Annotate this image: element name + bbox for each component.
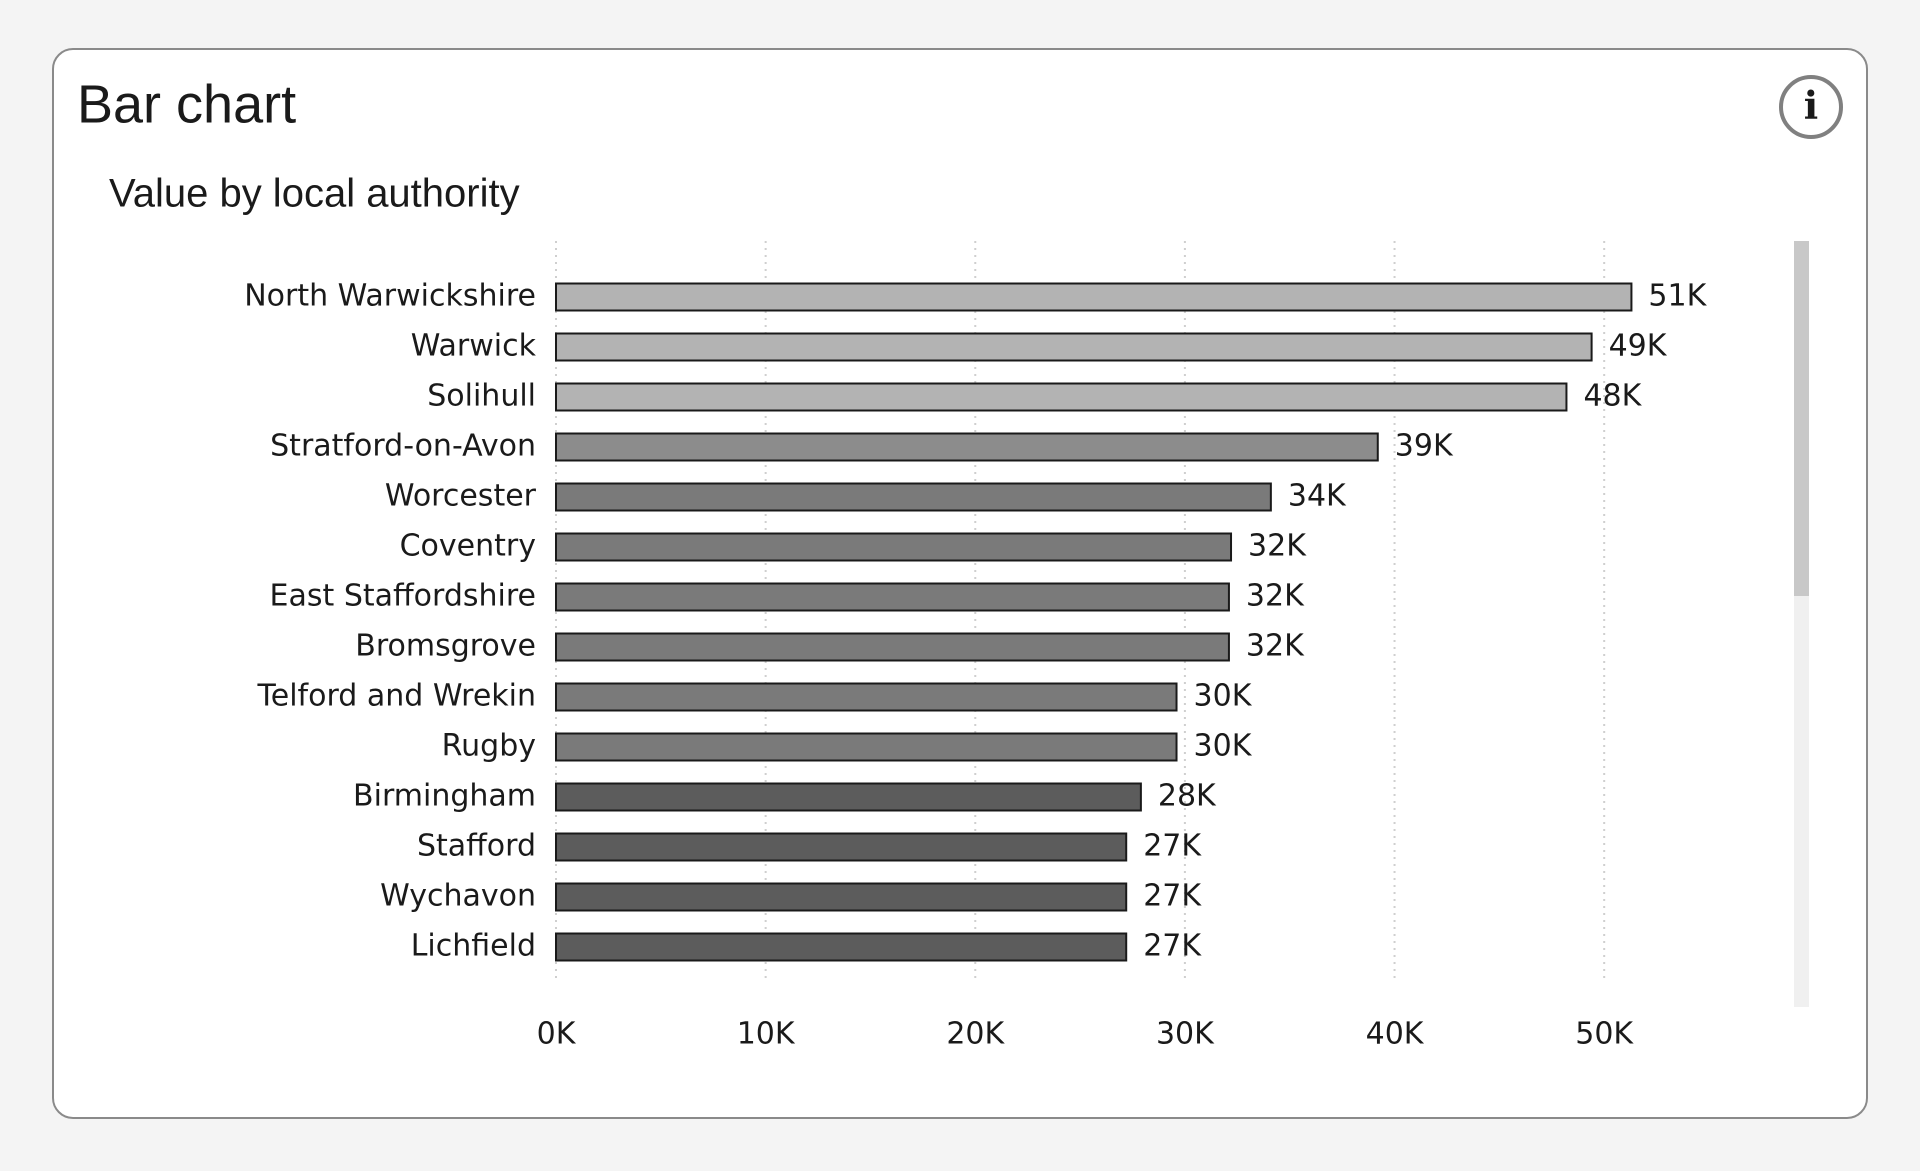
x-tick-label: 20K [946, 1017, 1005, 1052]
value-label: 32K [1248, 529, 1307, 564]
bar [555, 532, 1233, 562]
info-circle[interactable] [1779, 75, 1843, 139]
value-label: 27K [1143, 829, 1202, 864]
bar [555, 882, 1128, 912]
bar [555, 782, 1142, 812]
bar [555, 282, 1633, 312]
value-label: 48K [1583, 379, 1642, 414]
y-tick-label: Birmingham [353, 779, 536, 814]
value-label: 39K [1395, 429, 1454, 464]
bar [555, 432, 1379, 462]
bar [555, 632, 1230, 662]
bar [555, 832, 1128, 862]
value-label: 49K [1609, 329, 1668, 364]
x-tick-label: 0K [537, 1017, 577, 1052]
bar [555, 332, 1593, 362]
y-tick-label: North Warwickshire [244, 279, 536, 314]
x-tick-label: 40K [1366, 1017, 1425, 1052]
bar [555, 482, 1272, 512]
value-label: 27K [1143, 879, 1202, 914]
value-label: 32K [1246, 629, 1305, 664]
bar [555, 582, 1230, 612]
value-label: 30K [1194, 729, 1253, 764]
y-tick-label: Warwick [411, 329, 537, 364]
y-tick-label: Lichfield [411, 929, 536, 964]
y-tick-label: Worcester [385, 479, 537, 514]
value-label: 32K [1246, 579, 1305, 614]
y-tick-label: Bromsgrove [355, 629, 536, 664]
value-label: 27K [1143, 929, 1202, 964]
y-tick-label: Stafford [417, 829, 536, 864]
x-tick-label: 10K [737, 1017, 796, 1052]
y-tick-label: Solihull [427, 379, 536, 414]
bar [555, 382, 1568, 412]
x-tick-label: 50K [1575, 1017, 1634, 1052]
y-tick-label: Telford and Wrekin [257, 679, 536, 714]
y-tick-label: East Staffordshire [270, 579, 536, 614]
y-tick-label: Wychavon [380, 879, 536, 914]
y-tick-label: Stratford-on-Avon [270, 429, 536, 464]
bar [555, 932, 1128, 962]
value-label: 28K [1158, 779, 1217, 814]
value-label: 34K [1288, 479, 1347, 514]
y-tick-label: Rugby [442, 729, 536, 764]
info-button[interactable]: i [1779, 75, 1843, 139]
info-icon[interactable]: i [1804, 83, 1818, 128]
plot: 0K 10K 20K 30K 40K 50K North Warwickshire 51K Wa… [244, 241, 1708, 1052]
chart-title: Bar chart [77, 74, 296, 134]
bar [555, 732, 1178, 762]
scrollbar-thumb[interactable] [1794, 241, 1809, 596]
chart-subtitle: Value by local authority [109, 172, 520, 216]
x-tick-label: 30K [1156, 1017, 1215, 1052]
value-label: 51K [1648, 279, 1707, 314]
value-label: 30K [1194, 679, 1253, 714]
bar [555, 682, 1178, 712]
y-tick-label: Coventry [400, 529, 536, 564]
